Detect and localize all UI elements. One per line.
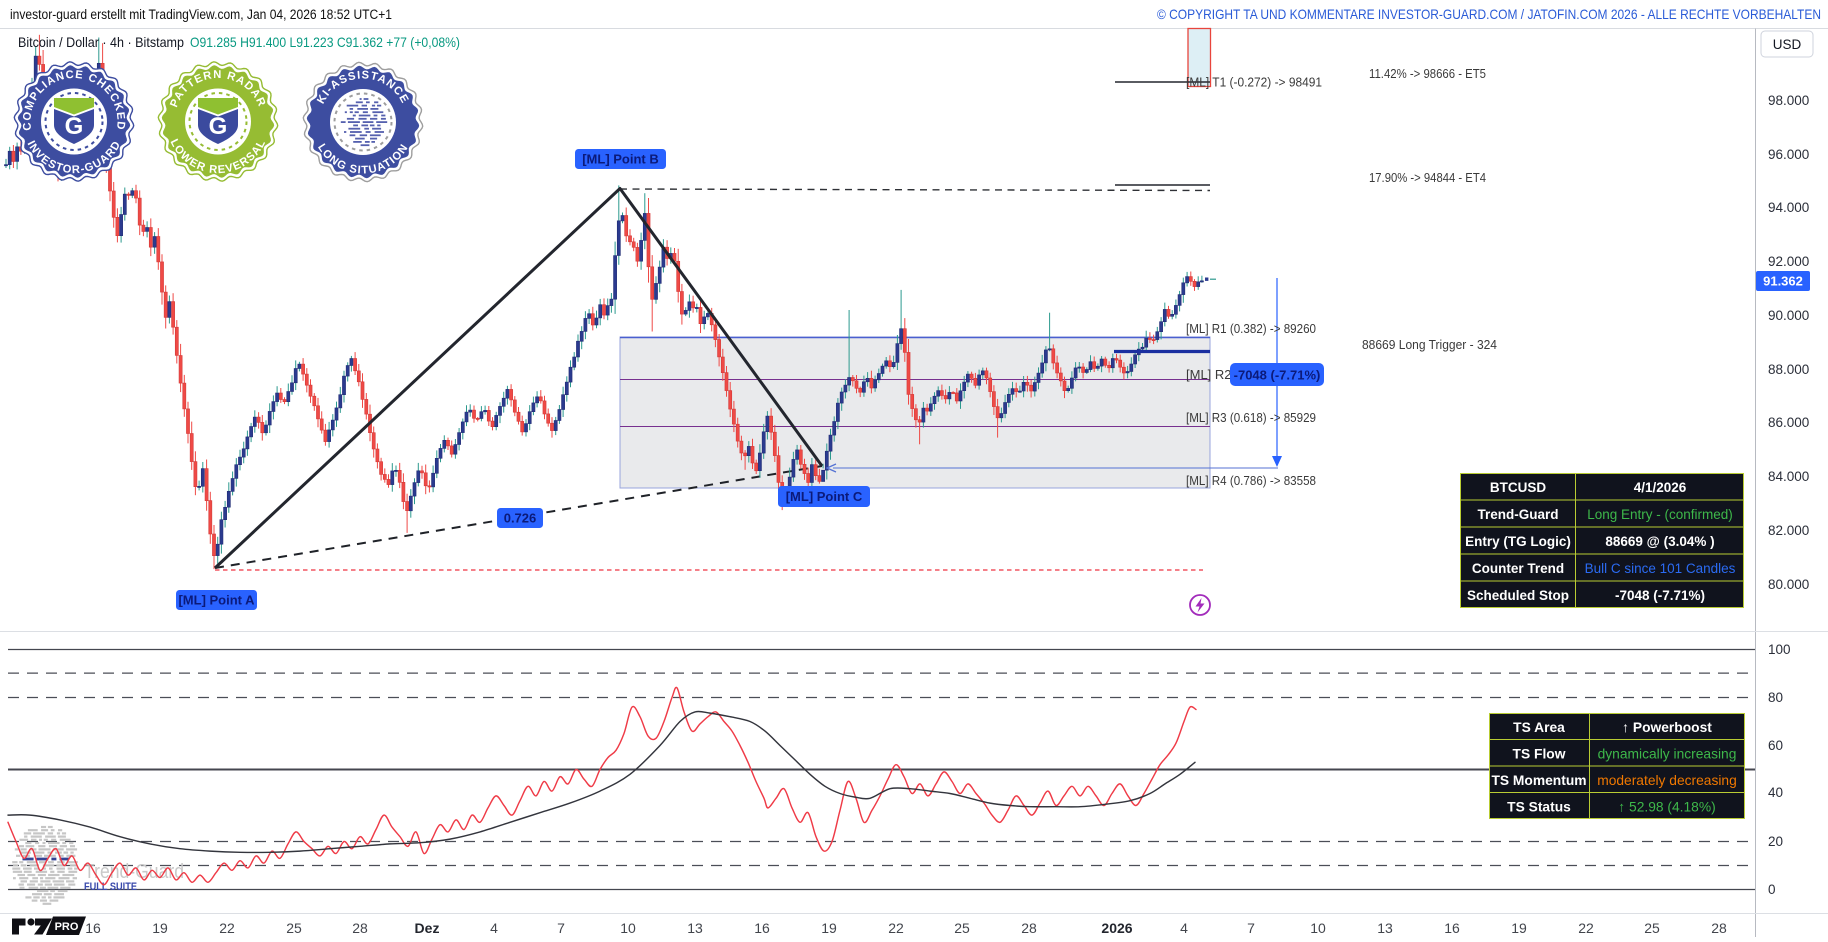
svg-text:Dez: Dez — [415, 920, 440, 936]
svg-text:96.000: 96.000 — [1768, 147, 1809, 162]
svg-text:FULL SUITE: FULL SUITE — [84, 881, 137, 893]
svg-text:80: 80 — [1768, 690, 1783, 705]
svg-text:[ML] R3 (0.618) -> 85929: [ML] R3 (0.618) -> 85929 — [1186, 410, 1316, 425]
svg-text:92.000: 92.000 — [1768, 254, 1809, 269]
svg-text:dynamically increasing: dynamically increasing — [1598, 747, 1737, 762]
svg-text:16: 16 — [85, 920, 101, 936]
svg-text:4: 4 — [1180, 920, 1188, 936]
svg-text:94.000: 94.000 — [1768, 200, 1809, 215]
svg-text:[ML] Point A: [ML] Point A — [178, 593, 255, 608]
svg-text:80.000: 80.000 — [1768, 577, 1809, 592]
svg-text:G: G — [209, 113, 228, 140]
svg-text:Counter Trend: Counter Trend — [1472, 561, 1564, 576]
svg-text:TS Flow: TS Flow — [1513, 747, 1566, 762]
svg-text:25: 25 — [1644, 920, 1660, 936]
svg-text:82.000: 82.000 — [1768, 523, 1809, 538]
svg-text:Entry (TG Logic): Entry (TG Logic) — [1465, 534, 1571, 549]
svg-text:TS Area: TS Area — [1513, 720, 1565, 735]
svg-text:19: 19 — [821, 920, 837, 936]
svg-text:[ML] R1 (0.382) -> 89260: [ML] R1 (0.382) -> 89260 — [1186, 321, 1316, 336]
svg-text:TS Momentum: TS Momentum — [1491, 773, 1586, 788]
svg-text:Scheduled Stop: Scheduled Stop — [1467, 588, 1569, 603]
svg-text:USD: USD — [1773, 37, 1802, 52]
svg-text:7: 7 — [1247, 920, 1255, 936]
svg-text:4: 4 — [490, 920, 498, 936]
svg-text:Trend-Guard: Trend-Guard — [1477, 507, 1558, 522]
svg-text:© COPYRIGHT TA UND KOMMENTARE: © COPYRIGHT TA UND KOMMENTARE INVESTOR-G… — [1157, 7, 1821, 22]
svg-text:↑ 52.98 (4.18%): ↑ 52.98 (4.18%) — [1618, 800, 1715, 815]
svg-text:Bull C since 101 Candles: Bull C since 101 Candles — [1585, 561, 1736, 576]
svg-text:TS Status: TS Status — [1507, 800, 1571, 815]
svg-text:28: 28 — [1711, 920, 1727, 936]
svg-text:28: 28 — [1021, 920, 1037, 936]
svg-text:28: 28 — [352, 920, 368, 936]
svg-text:16: 16 — [754, 920, 770, 936]
svg-text:13: 13 — [1377, 920, 1393, 936]
svg-text:[ML] Point B: [ML] Point B — [582, 152, 659, 167]
svg-text:10: 10 — [620, 920, 636, 936]
svg-text:Bitcoin / Dollar · 4h · Bitsta: Bitcoin / Dollar · 4h · Bitstamp — [18, 35, 184, 50]
svg-text:↑ Powerboost: ↑ Powerboost — [1622, 720, 1712, 735]
svg-text:22: 22 — [219, 920, 235, 936]
svg-text:-7048 (-7.71%): -7048 (-7.71%) — [1615, 588, 1705, 603]
svg-text:19: 19 — [1511, 920, 1527, 936]
svg-text:86.000: 86.000 — [1768, 415, 1809, 430]
svg-text:investor-guard erstellt mit Tr: investor-guard erstellt mit TradingView.… — [10, 7, 392, 22]
svg-text:88669 Long Trigger - 324: 88669 Long Trigger - 324 — [1362, 337, 1497, 352]
svg-text:[ML] R2: [ML] R2 — [1186, 367, 1232, 382]
svg-text:98.000: 98.000 — [1768, 93, 1809, 108]
svg-text:20: 20 — [1768, 834, 1783, 849]
svg-text:91.362: 91.362 — [1763, 274, 1803, 289]
svg-text:[ML] Point C: [ML] Point C — [786, 489, 863, 504]
svg-text:11.42% -> 98666 - ET5: 11.42% -> 98666 - ET5 — [1369, 66, 1486, 81]
svg-text:84.000: 84.000 — [1768, 469, 1809, 484]
svg-text:88.000: 88.000 — [1768, 362, 1809, 377]
svg-text:O91.285 H91.400 L91.223 C91: O91.285 H91.400 L91.223 C91.362 +77 (+0,… — [190, 35, 460, 50]
svg-text:90.000: 90.000 — [1768, 308, 1809, 323]
svg-text:-7048 (-7.71%): -7048 (-7.71%) — [1234, 368, 1321, 383]
svg-text:0.726: 0.726 — [504, 511, 537, 526]
svg-text:100: 100 — [1768, 642, 1791, 657]
svg-text:25: 25 — [286, 920, 302, 936]
svg-text:moderately decreasing: moderately decreasing — [1597, 773, 1737, 788]
svg-text:40: 40 — [1768, 785, 1783, 800]
svg-text:PRO: PRO — [55, 921, 79, 933]
svg-text:10: 10 — [1310, 920, 1326, 936]
svg-text:16: 16 — [1444, 920, 1460, 936]
svg-text:2026: 2026 — [1101, 920, 1132, 936]
svg-text:22: 22 — [888, 920, 904, 936]
svg-text:13: 13 — [687, 920, 703, 936]
svg-text:[ML] T1 (-0.272) -> 98491: [ML] T1 (-0.272) -> 98491 — [1186, 75, 1322, 90]
svg-text:[ML] R4 (0.786) -> 83558: [ML] R4 (0.786) -> 83558 — [1186, 473, 1316, 488]
svg-text:60: 60 — [1768, 738, 1783, 753]
svg-text:25: 25 — [954, 920, 970, 936]
svg-text:7: 7 — [557, 920, 565, 936]
svg-text:17.90% -> 94844 - ET4: 17.90% -> 94844 - ET4 — [1369, 170, 1486, 185]
svg-text:0: 0 — [1768, 882, 1776, 897]
svg-text:19: 19 — [152, 920, 168, 936]
svg-text:22: 22 — [1578, 920, 1594, 936]
svg-text:Long Entry - (confirmed): Long Entry - (confirmed) — [1587, 507, 1733, 522]
svg-text:BTCUSD: BTCUSD — [1490, 480, 1546, 495]
svg-text:G: G — [65, 113, 84, 140]
svg-text:88669 @ (3.04% ): 88669 @ (3.04% ) — [1605, 534, 1714, 549]
svg-text:4/1/2026: 4/1/2026 — [1634, 480, 1687, 495]
